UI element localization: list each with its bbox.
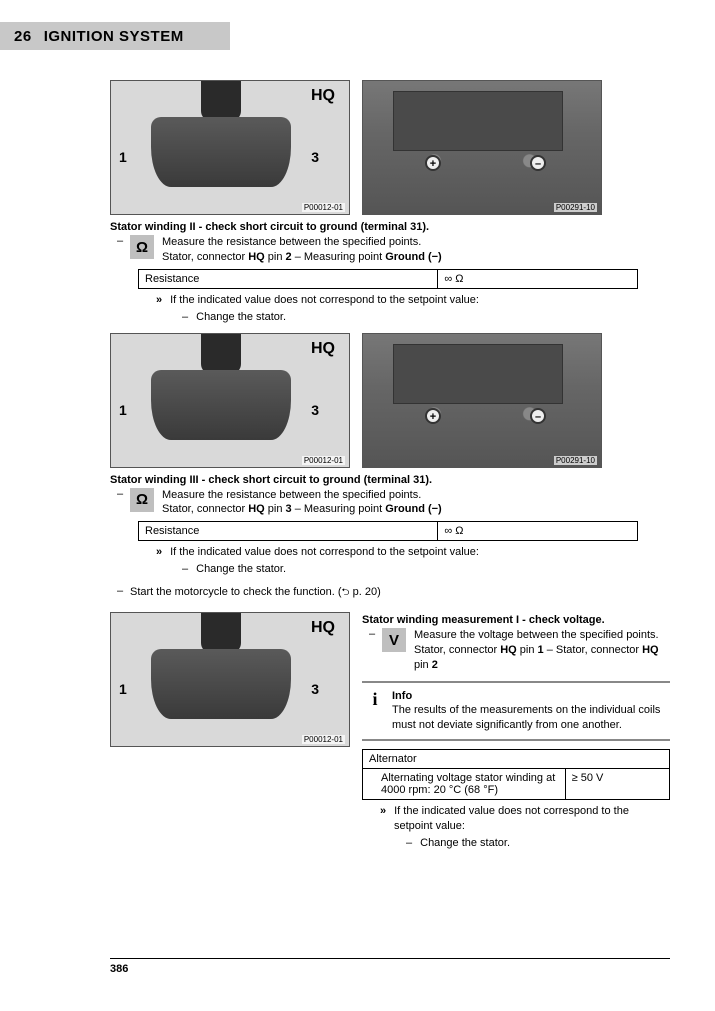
action-2: Change the stator. — [182, 311, 670, 323]
chapter-title: IGNITION SYSTEM — [44, 28, 184, 45]
figure-row-1: HQ 1 3 P00012-01 + – P00291-10 — [110, 80, 670, 215]
info-title: Info — [392, 689, 666, 704]
page-ref-icon: ⮌ — [342, 587, 350, 598]
pin-1-label: 1 — [119, 149, 127, 165]
condition-2: If the indicated value does not correspo… — [156, 293, 670, 308]
resistance-table-2: Resistance ∞ Ω — [138, 269, 638, 289]
action-voltage: Change the stator. — [406, 837, 670, 849]
alt-value: ≥ 50 V — [565, 769, 669, 800]
resistance-table-3: Resistance ∞ Ω — [138, 521, 638, 541]
step-measure-3: – Ω Measure the resistance between the s… — [110, 488, 670, 518]
figure-engine-2: + – P00291-10 — [362, 333, 602, 468]
page-content: HQ 1 3 P00012-01 + – P00291-10 Stator wi… — [110, 80, 670, 859]
ohm-icon: Ω — [130, 488, 154, 512]
figure-id: P00291-10 — [554, 203, 597, 212]
step-measure-2: – Ω Measure the resistance between the s… — [110, 235, 670, 265]
action-3: Change the stator. — [182, 563, 670, 575]
step-measure-voltage: – V Measure the voltage between the spec… — [362, 628, 670, 673]
start-motorcycle-step: – Start the motorcycle to check the func… — [110, 585, 670, 602]
figure-row-2: HQ 1 3 P00012-01 + – P00291-10 — [110, 333, 670, 468]
connector-label-hq: HQ — [311, 87, 335, 105]
figure-id: P00012-01 — [302, 203, 345, 212]
figure-connector-1: HQ 1 3 P00012-01 — [110, 80, 350, 215]
chapter-number: 26 — [14, 28, 32, 45]
terminal-plus-icon: + — [425, 155, 441, 171]
voltage-section-row: HQ 1 3 P00012-01 Stator winding measurem… — [110, 612, 670, 859]
info-text: The results of the measurements on the i… — [392, 704, 660, 731]
ohm-icon: Ω — [130, 235, 154, 259]
info-icon: i — [366, 689, 384, 710]
figure-engine-1: + – P00291-10 — [362, 80, 602, 215]
spec-label: Resistance — [139, 269, 438, 288]
section-title-voltage: Stator winding measurement I - check vol… — [362, 614, 670, 626]
pin-3-label: 3 — [311, 149, 319, 165]
alt-header: Alternator — [363, 750, 670, 769]
page-number: 386 — [110, 958, 670, 975]
spec-value: ∞ Ω — [438, 269, 638, 288]
condition-3: If the indicated value does not correspo… — [156, 545, 670, 560]
section-title-2: Stator winding II - check short circuit … — [110, 221, 670, 233]
info-box: i Info The results of the measurements o… — [362, 681, 670, 742]
condition-voltage: If the indicated value does not correspo… — [380, 804, 670, 834]
figure-connector-2: HQ 1 3 P00012-01 — [110, 333, 350, 468]
chapter-header: 26 IGNITION SYSTEM — [0, 22, 230, 50]
alt-label: Alternating voltage stator winding at 40… — [363, 769, 566, 800]
alternator-table: Alternator Alternating voltage stator wi… — [362, 749, 670, 800]
section-title-3: Stator winding III - check short circuit… — [110, 474, 670, 486]
terminal-minus-icon: – — [530, 155, 546, 171]
volt-icon: V — [382, 628, 406, 652]
figure-connector-3: HQ 1 3 P00012-01 — [110, 612, 350, 747]
